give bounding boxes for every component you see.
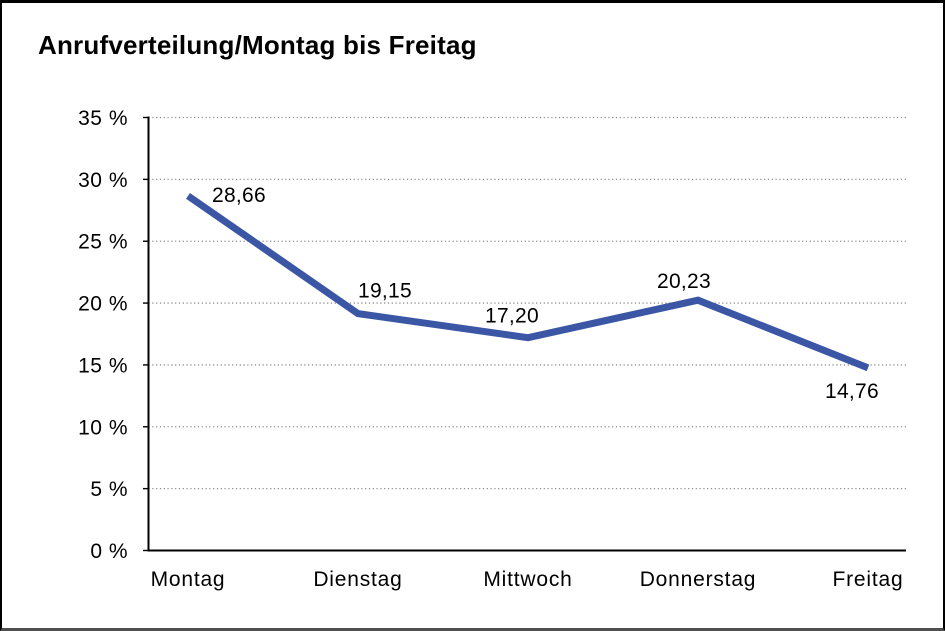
y-tick-label: 5 % <box>90 478 128 501</box>
data-point-label: 17,20 <box>485 305 539 328</box>
y-tick-label: 20 % <box>78 293 128 316</box>
data-point-label: 14,76 <box>825 380 879 403</box>
y-tick-label: 35 % <box>78 107 128 130</box>
data-point-label: 28,66 <box>212 184 266 207</box>
line-chart: 0 % 5 % 10 % 15 % 20 % 25 % 30 % 35 % Montag Dien… <box>78 107 906 591</box>
y-tick-label: 10 % <box>78 416 128 439</box>
y-tick-label: 15 % <box>78 354 128 377</box>
data-point-label: 19,15 <box>358 280 412 303</box>
y-tick-label: 30 % <box>78 169 128 192</box>
y-tick-label: 25 % <box>78 231 128 254</box>
x-category-label: Dienstag <box>313 568 402 591</box>
x-category-label: Freitag <box>833 568 904 591</box>
chart-title: Anrufverteilung/Montag bis Freitag <box>38 30 477 60</box>
x-category-label: Montag <box>151 568 226 591</box>
data-point-label: 20,23 <box>657 270 711 293</box>
x-category-label: Mittwoch <box>483 568 572 591</box>
x-category-label: Donnerstag <box>640 568 757 591</box>
y-tick-label: 0 % <box>90 540 128 563</box>
series-line <box>186 193 870 372</box>
